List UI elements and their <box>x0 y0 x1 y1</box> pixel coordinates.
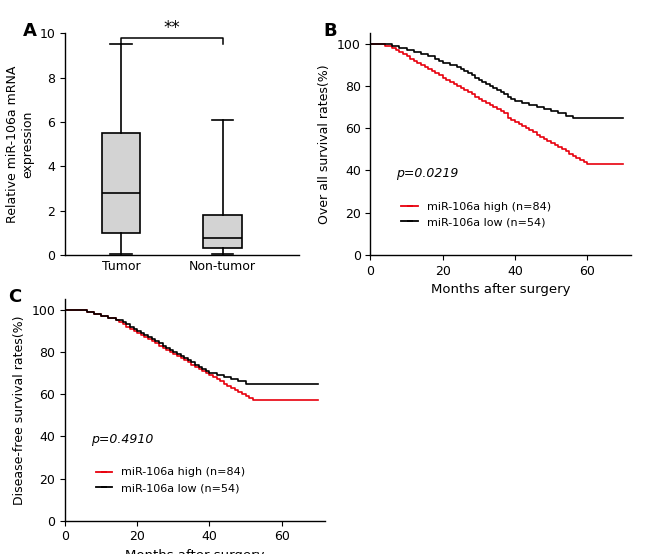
Legend: miR-106a high (n=84), miR-106a low (n=54): miR-106a high (n=84), miR-106a low (n=54… <box>397 197 555 232</box>
Text: p=0.0219: p=0.0219 <box>396 167 459 180</box>
Y-axis label: Relative miR-106a mRNA
expression: Relative miR-106a mRNA expression <box>6 65 34 223</box>
X-axis label: Months after surgery: Months after surgery <box>431 283 570 296</box>
Text: p=0.4910: p=0.4910 <box>91 433 153 446</box>
Bar <box>101 133 140 233</box>
Legend: miR-106a high (n=84), miR-106a low (n=54): miR-106a high (n=84), miR-106a low (n=54… <box>92 463 250 497</box>
Y-axis label: Over all survival rates(%): Over all survival rates(%) <box>318 64 332 224</box>
Text: B: B <box>324 22 337 40</box>
Text: C: C <box>8 288 21 306</box>
Text: A: A <box>23 22 37 40</box>
Bar <box>203 215 242 248</box>
Text: **: ** <box>163 19 180 37</box>
X-axis label: Months after surgery: Months after surgery <box>125 549 265 554</box>
Y-axis label: Disease-free survival rates(%): Disease-free survival rates(%) <box>13 315 26 505</box>
